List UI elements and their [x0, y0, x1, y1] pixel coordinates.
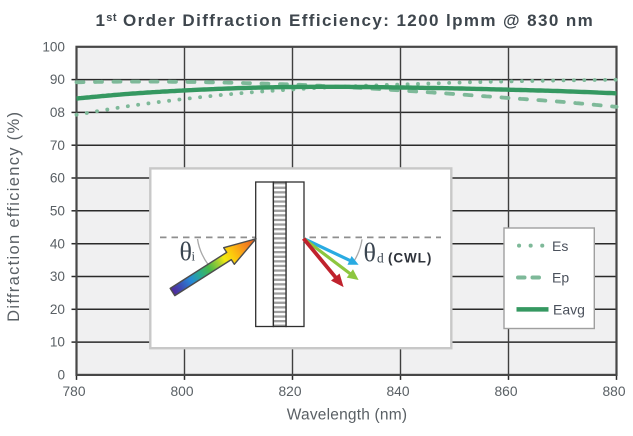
svg-text:1st Order Diffraction Efficien: 1st Order Diffraction Efficiency: 1200 l… — [95, 11, 594, 30]
svg-text:Wavelength (nm): Wavelength (nm) — [287, 407, 407, 424]
svg-text:820: 820 — [278, 384, 301, 399]
svg-text:Diffraction efficiency (%): Diffraction efficiency (%) — [5, 111, 23, 322]
svg-text:d: d — [377, 251, 384, 266]
svg-text:60: 60 — [50, 171, 66, 186]
svg-text:800: 800 — [170, 384, 193, 399]
svg-text:Ep: Ep — [552, 270, 569, 286]
svg-text:90: 90 — [50, 72, 66, 87]
svg-text:30: 30 — [50, 269, 66, 284]
svg-text:50: 50 — [50, 203, 66, 218]
svg-text:θ: θ — [364, 238, 376, 267]
svg-text:100: 100 — [42, 39, 65, 54]
svg-text:780: 780 — [62, 384, 85, 399]
svg-text:860: 860 — [494, 384, 517, 399]
svg-text:0: 0 — [57, 368, 65, 383]
svg-text:70: 70 — [50, 138, 66, 153]
svg-text:08: 08 — [50, 105, 65, 120]
svg-text:10: 10 — [50, 335, 66, 350]
svg-text:840: 840 — [386, 384, 409, 399]
svg-text:i: i — [192, 249, 196, 264]
svg-text:θ: θ — [180, 237, 192, 266]
svg-text:40: 40 — [50, 236, 66, 251]
svg-text:Es: Es — [552, 238, 568, 254]
svg-text:Eavg: Eavg — [553, 302, 585, 318]
svg-text:(CWL): (CWL) — [388, 251, 432, 266]
svg-text:880: 880 — [602, 384, 625, 399]
svg-text:20: 20 — [50, 302, 66, 317]
